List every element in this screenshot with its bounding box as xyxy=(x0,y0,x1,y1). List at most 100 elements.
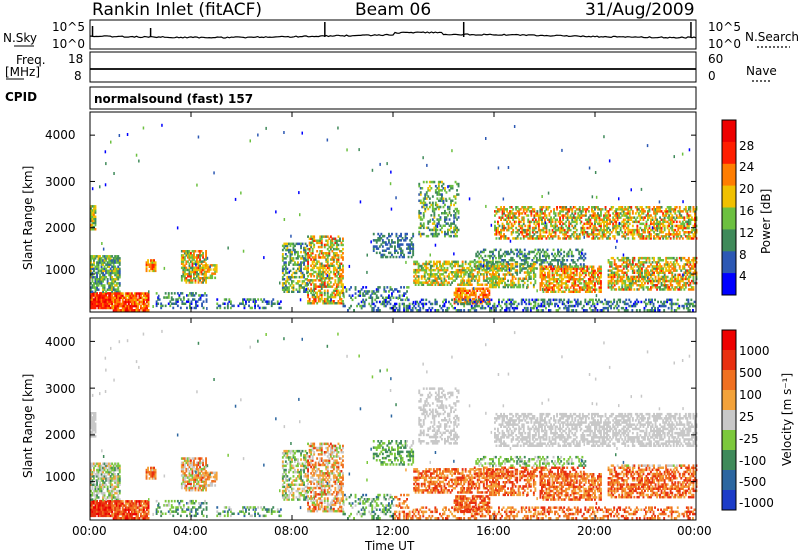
power-cell xyxy=(451,260,453,264)
power-cell xyxy=(604,235,607,238)
power-cell xyxy=(442,212,445,215)
power-cell xyxy=(291,290,293,293)
power-cell xyxy=(492,262,494,266)
power-cell xyxy=(193,294,196,297)
power-cell xyxy=(326,291,329,295)
power-cell xyxy=(144,304,147,308)
power-cell xyxy=(564,263,567,266)
power-cell xyxy=(528,273,531,276)
power-cell xyxy=(575,216,578,219)
power-cell xyxy=(543,254,546,258)
power-cell xyxy=(90,265,92,268)
power-cell xyxy=(545,208,548,211)
power-cell xyxy=(462,287,465,290)
power-cell xyxy=(335,247,338,251)
power-cell xyxy=(512,231,515,234)
power-cell xyxy=(539,214,542,217)
power-cell xyxy=(384,298,387,302)
power-cell xyxy=(126,294,129,297)
power-cell xyxy=(460,283,463,286)
power-cell xyxy=(529,250,532,254)
power-cell xyxy=(188,275,191,278)
power-cell xyxy=(450,214,452,217)
power-cell xyxy=(493,248,496,252)
power-cell xyxy=(604,214,607,217)
power-cell xyxy=(416,281,419,284)
power-cell xyxy=(389,288,392,291)
power-cell xyxy=(524,235,527,238)
power-cell xyxy=(93,298,95,301)
power-cell xyxy=(117,300,120,304)
power-cell xyxy=(478,256,481,260)
power-cell xyxy=(340,262,343,265)
power-cell xyxy=(316,260,319,263)
power-cell xyxy=(489,256,491,260)
power-cell xyxy=(464,293,467,297)
power-cell xyxy=(530,220,533,224)
power-cell xyxy=(450,226,452,230)
power-cell xyxy=(143,294,145,297)
power-cell xyxy=(509,206,511,209)
power-cell xyxy=(522,259,525,262)
power-cell xyxy=(475,277,478,280)
power-cell xyxy=(595,288,598,291)
power-cell xyxy=(494,214,496,217)
power-cell xyxy=(524,228,527,232)
power-cell xyxy=(306,267,308,271)
power-cell xyxy=(403,294,405,297)
power-cell xyxy=(375,294,378,297)
power-cell xyxy=(320,250,323,253)
power-cell xyxy=(303,275,305,279)
power-cell xyxy=(470,268,473,272)
power-cell xyxy=(242,302,244,305)
power-cell xyxy=(334,239,337,242)
power-cell xyxy=(281,288,284,291)
power-cell xyxy=(90,211,92,214)
power-cell xyxy=(421,224,424,227)
power-cell xyxy=(143,304,145,308)
power-cell xyxy=(154,265,157,268)
power-cell xyxy=(476,254,479,258)
power-cell xyxy=(383,241,386,244)
power-cell xyxy=(294,250,296,254)
power-cell xyxy=(534,273,537,276)
power-cell xyxy=(191,264,194,267)
power-cell xyxy=(531,231,534,234)
power-cell xyxy=(485,295,488,299)
power-cell xyxy=(288,282,290,285)
power-cell xyxy=(466,279,469,282)
power-cell xyxy=(295,263,298,266)
power-cell xyxy=(264,300,267,303)
power-cell xyxy=(583,228,586,232)
power-cell xyxy=(132,294,135,297)
power-cell xyxy=(183,250,186,253)
power-cell xyxy=(467,262,470,266)
power-cell xyxy=(553,224,555,228)
power-cell xyxy=(372,232,375,236)
power-cell xyxy=(182,258,185,261)
power-cell xyxy=(94,294,97,297)
power-cell xyxy=(391,239,393,242)
power-cell xyxy=(421,187,424,190)
power-cell xyxy=(281,248,284,252)
power-cell xyxy=(527,208,530,211)
power-cell xyxy=(444,209,446,213)
power-cell xyxy=(488,300,491,303)
power-cell xyxy=(450,201,452,205)
power-cell xyxy=(586,218,589,221)
power-cell xyxy=(545,231,548,234)
power-cell xyxy=(194,281,197,284)
power-cell xyxy=(416,279,419,282)
power-cell xyxy=(254,306,256,310)
power-cell xyxy=(108,269,111,273)
power-cell xyxy=(206,268,209,271)
power-cell xyxy=(532,256,535,260)
power-cell xyxy=(469,268,472,272)
power-cell xyxy=(99,306,101,310)
power-cell xyxy=(102,280,104,283)
power-cell xyxy=(473,259,476,262)
power-cell xyxy=(190,256,192,259)
power-cell xyxy=(90,288,92,291)
power-cell xyxy=(451,230,454,234)
power-cell xyxy=(182,264,185,267)
